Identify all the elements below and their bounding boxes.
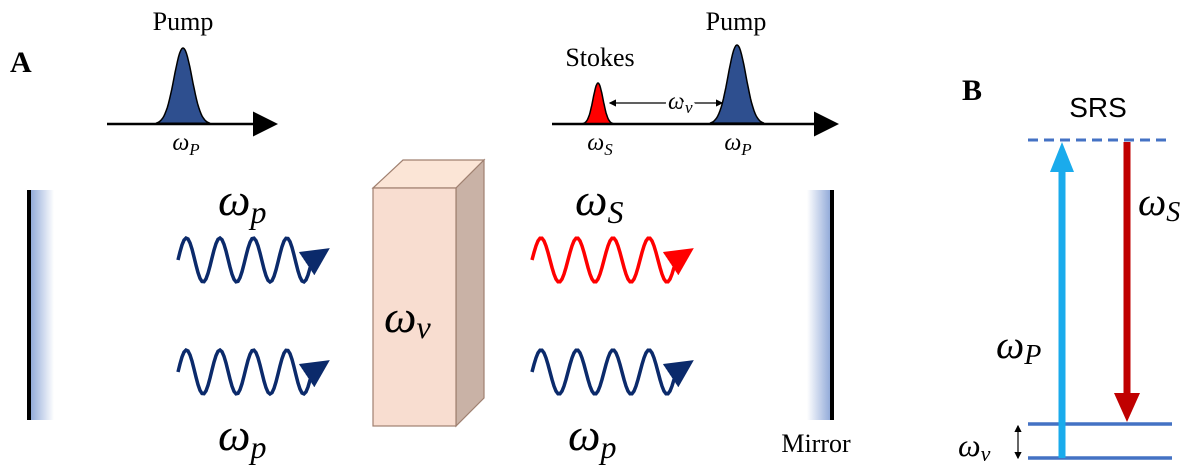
subscript: p bbox=[248, 429, 266, 465]
wave-label: ωp bbox=[218, 409, 266, 465]
subscript: P bbox=[188, 140, 199, 159]
subscript: p bbox=[248, 194, 266, 230]
subscript: S bbox=[607, 194, 623, 230]
wave bbox=[178, 238, 324, 282]
peak-label: Pump bbox=[706, 7, 767, 36]
wave-label: ωS bbox=[575, 174, 623, 230]
subscript: ν bbox=[416, 309, 431, 345]
panel-label: A bbox=[10, 46, 32, 79]
subscript: S bbox=[604, 140, 613, 159]
mirror bbox=[30, 190, 54, 420]
pump-arrowhead bbox=[1050, 142, 1074, 172]
mirror-label: Mirror bbox=[781, 429, 851, 458]
symbol: ω bbox=[996, 322, 1024, 367]
subscript: S bbox=[1166, 197, 1180, 228]
symbol: ω bbox=[668, 89, 685, 115]
symbol: ω bbox=[218, 409, 250, 460]
axis-label: ωP bbox=[724, 130, 751, 159]
subscript: ν bbox=[981, 441, 991, 466]
stokes-label: ωS bbox=[1138, 179, 1180, 228]
mirror bbox=[807, 190, 831, 420]
wave-label: ωp bbox=[218, 174, 266, 230]
wave bbox=[178, 350, 324, 394]
symbol: ω bbox=[384, 291, 416, 342]
symbol: ω bbox=[1138, 179, 1166, 224]
vib-label: ων bbox=[958, 427, 991, 466]
shift-label: ων bbox=[668, 89, 693, 117]
subscript: P bbox=[740, 140, 751, 159]
stokes-arrowhead bbox=[1114, 393, 1140, 422]
symbol: ω bbox=[958, 427, 981, 463]
crystal-side bbox=[456, 160, 484, 426]
symbol: ω bbox=[218, 174, 250, 225]
axis-label: ωS bbox=[587, 130, 613, 159]
symbol: ω bbox=[172, 130, 189, 156]
axis-label: ωP bbox=[172, 130, 199, 159]
symbol: ω bbox=[724, 130, 741, 156]
peak-label: Stokes bbox=[565, 43, 634, 72]
symbol: ω bbox=[568, 409, 600, 460]
wave bbox=[532, 350, 688, 393]
subscript: p bbox=[598, 429, 616, 465]
pump-label: ωP bbox=[996, 322, 1041, 371]
symbol: ω bbox=[575, 174, 607, 225]
stokes-peak bbox=[583, 83, 613, 124]
pump-peak bbox=[156, 48, 210, 123]
diagram: A Pump ωP Stokes Pump ων ωS ωP Mirror ων… bbox=[0, 0, 1201, 476]
symbol: ω bbox=[587, 130, 604, 156]
peak-label: Pump bbox=[153, 7, 214, 36]
pump-peak bbox=[710, 45, 764, 123]
panel-label: B bbox=[962, 74, 982, 107]
wave bbox=[532, 238, 688, 281]
panel-title: SRS bbox=[1069, 92, 1127, 123]
subscript: P bbox=[1023, 340, 1041, 371]
wave-label: ωp bbox=[568, 409, 616, 465]
subscript: ν bbox=[685, 98, 693, 117]
